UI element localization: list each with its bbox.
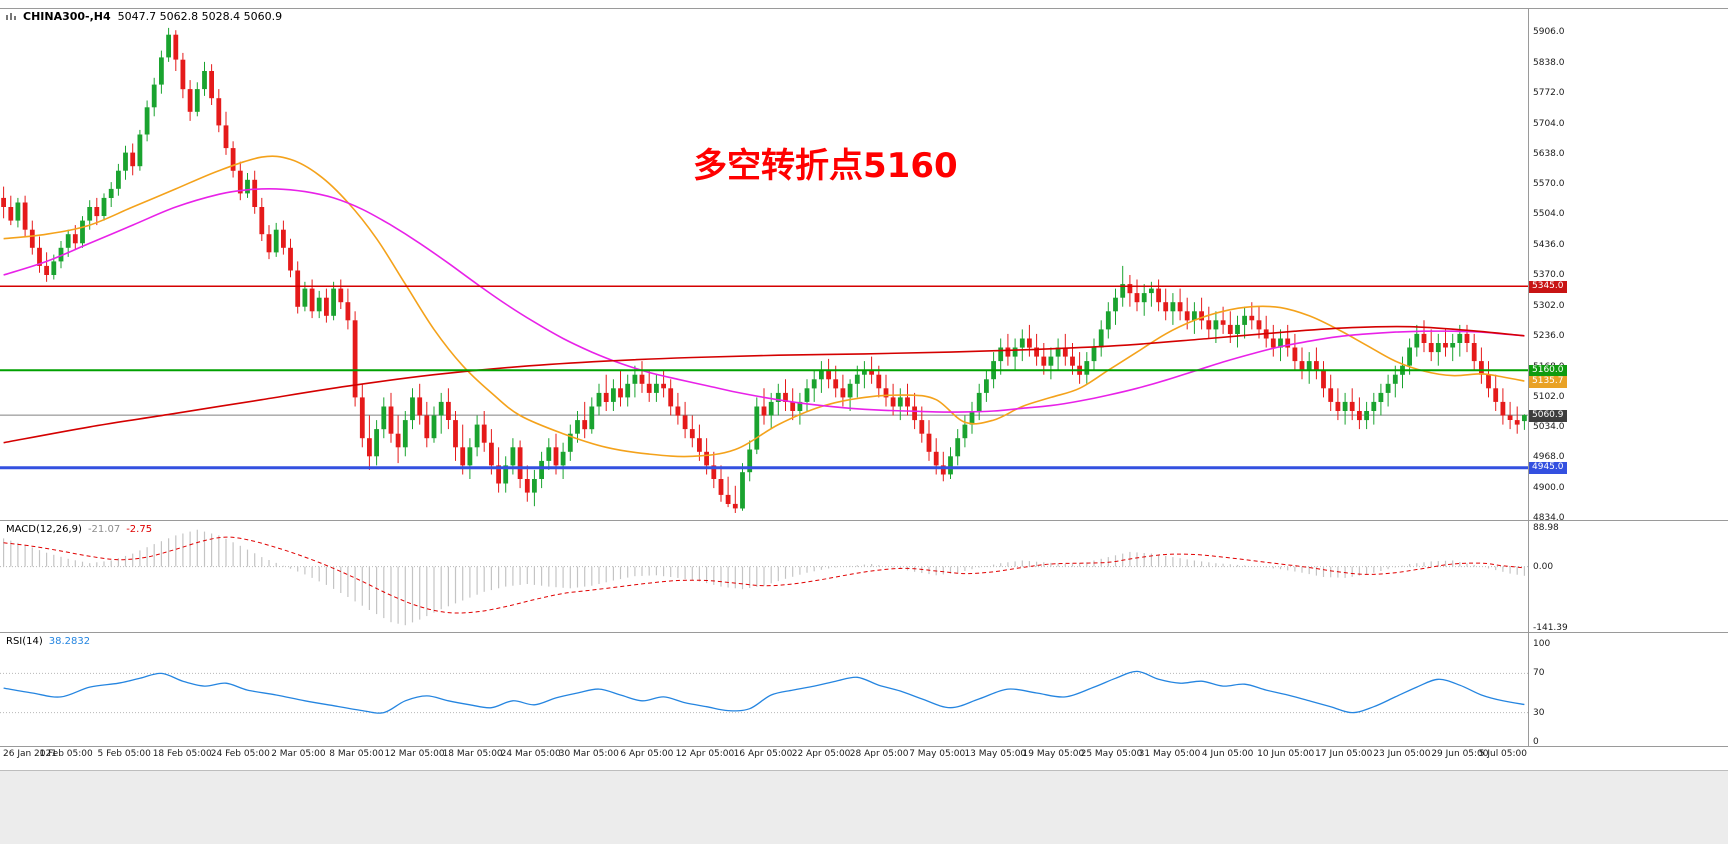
symbol-timeframe-label: CHINA300-,H4 xyxy=(23,10,111,23)
chart-plot-area[interactable] xyxy=(0,0,1528,768)
panel-separator-macd[interactable] xyxy=(0,520,1728,521)
scale-label: 5168.0 xyxy=(1533,361,1565,372)
scale-label: 5838.0 xyxy=(1533,57,1565,68)
window-top-border xyxy=(0,8,1728,9)
scale-separator[interactable] xyxy=(1528,8,1529,746)
chart-icon xyxy=(6,12,16,20)
scale-label: 88.98 xyxy=(1533,523,1559,533)
price-tag: 5135.7 xyxy=(1529,375,1567,388)
scale-label: 5638.0 xyxy=(1533,148,1565,159)
scale-label: 0.00 xyxy=(1533,561,1554,572)
symbol-ohlc-label: CHINA300-,H4 5047.7 5062.8 5028.4 5060.9 xyxy=(6,10,282,23)
scale-label: 70 xyxy=(1533,668,1545,679)
scale-label: 4968.0 xyxy=(1533,452,1565,463)
scale-label: 5034.0 xyxy=(1533,422,1565,433)
rsi-value: 38.2832 xyxy=(48,636,91,647)
scale-label: 5102.0 xyxy=(1533,391,1565,402)
scale-label: 4900.0 xyxy=(1533,483,1565,494)
scale-label: 5436.0 xyxy=(1533,240,1565,251)
ma-slow-red-line xyxy=(3,325,1525,444)
ma-fast-orange-line xyxy=(3,155,1525,458)
scale-label: 5236.0 xyxy=(1533,330,1565,341)
footer-strip xyxy=(0,770,1728,844)
macd-label: MACD(12,26,9) -21.07 -2.75 xyxy=(6,524,152,535)
scale-label: 5772.0 xyxy=(1533,87,1565,98)
panel-separator-rsi[interactable] xyxy=(0,632,1728,633)
chart-annotation-text[interactable]: 多空转折点5160 xyxy=(693,146,958,186)
scale-label: 4834.0 xyxy=(1533,513,1565,523)
rsi-label: RSI(14) 38.2832 xyxy=(6,636,90,647)
scale-label: 5704.0 xyxy=(1533,118,1565,129)
macd-main-value: -21.07 xyxy=(87,524,121,535)
price-tag: 5160.0 xyxy=(1529,364,1567,377)
macd-panel xyxy=(0,529,1528,626)
candles-layer xyxy=(1,27,1527,513)
scale-label: 5370.0 xyxy=(1533,270,1565,280)
rsi-name: RSI(14) xyxy=(6,636,43,647)
ohlc-values: 5047.7 5062.8 5028.4 5060.9 xyxy=(117,10,283,23)
axis-separator xyxy=(0,746,1728,747)
rsi-panel xyxy=(0,670,1528,714)
horizontal-lines xyxy=(0,285,1528,470)
scale-label: 5302.0 xyxy=(1533,300,1565,311)
scale-label: 5906.0 xyxy=(1533,27,1565,37)
ma-mid-magenta-line xyxy=(3,187,1525,413)
scale-label: 5504.0 xyxy=(1533,209,1565,220)
scale-label: 5570.0 xyxy=(1533,179,1565,190)
price-tag: 5060.9 xyxy=(1529,409,1567,422)
macd-signal-value: -2.75 xyxy=(126,524,153,535)
macd-name: MACD(12,26,9) xyxy=(6,524,82,535)
scale-label: 100 xyxy=(1533,639,1551,649)
scale-label: 30 xyxy=(1533,707,1545,718)
price-tag: 5345.0 xyxy=(1529,280,1567,293)
price-tag: 4945.0 xyxy=(1529,462,1567,475)
